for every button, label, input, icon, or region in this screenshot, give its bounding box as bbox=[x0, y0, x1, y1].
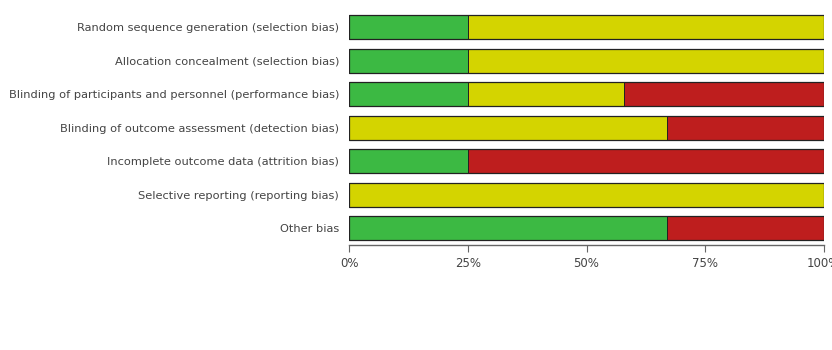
Bar bbox=[349, 216, 667, 240]
Bar bbox=[468, 15, 824, 39]
Bar bbox=[625, 82, 824, 106]
Bar bbox=[349, 116, 667, 140]
Bar bbox=[349, 149, 468, 173]
Bar bbox=[468, 49, 824, 73]
Bar bbox=[468, 149, 824, 173]
Bar bbox=[349, 183, 824, 207]
Bar bbox=[349, 82, 468, 106]
Bar bbox=[349, 49, 468, 73]
Bar bbox=[349, 15, 468, 39]
Bar bbox=[349, 82, 824, 106]
Bar bbox=[349, 149, 824, 173]
Bar bbox=[349, 15, 824, 39]
Bar bbox=[349, 216, 824, 240]
Bar bbox=[349, 183, 824, 207]
Bar bbox=[468, 82, 625, 106]
Bar bbox=[667, 116, 824, 140]
Bar bbox=[349, 116, 824, 140]
Bar bbox=[667, 216, 824, 240]
Bar bbox=[349, 49, 824, 73]
